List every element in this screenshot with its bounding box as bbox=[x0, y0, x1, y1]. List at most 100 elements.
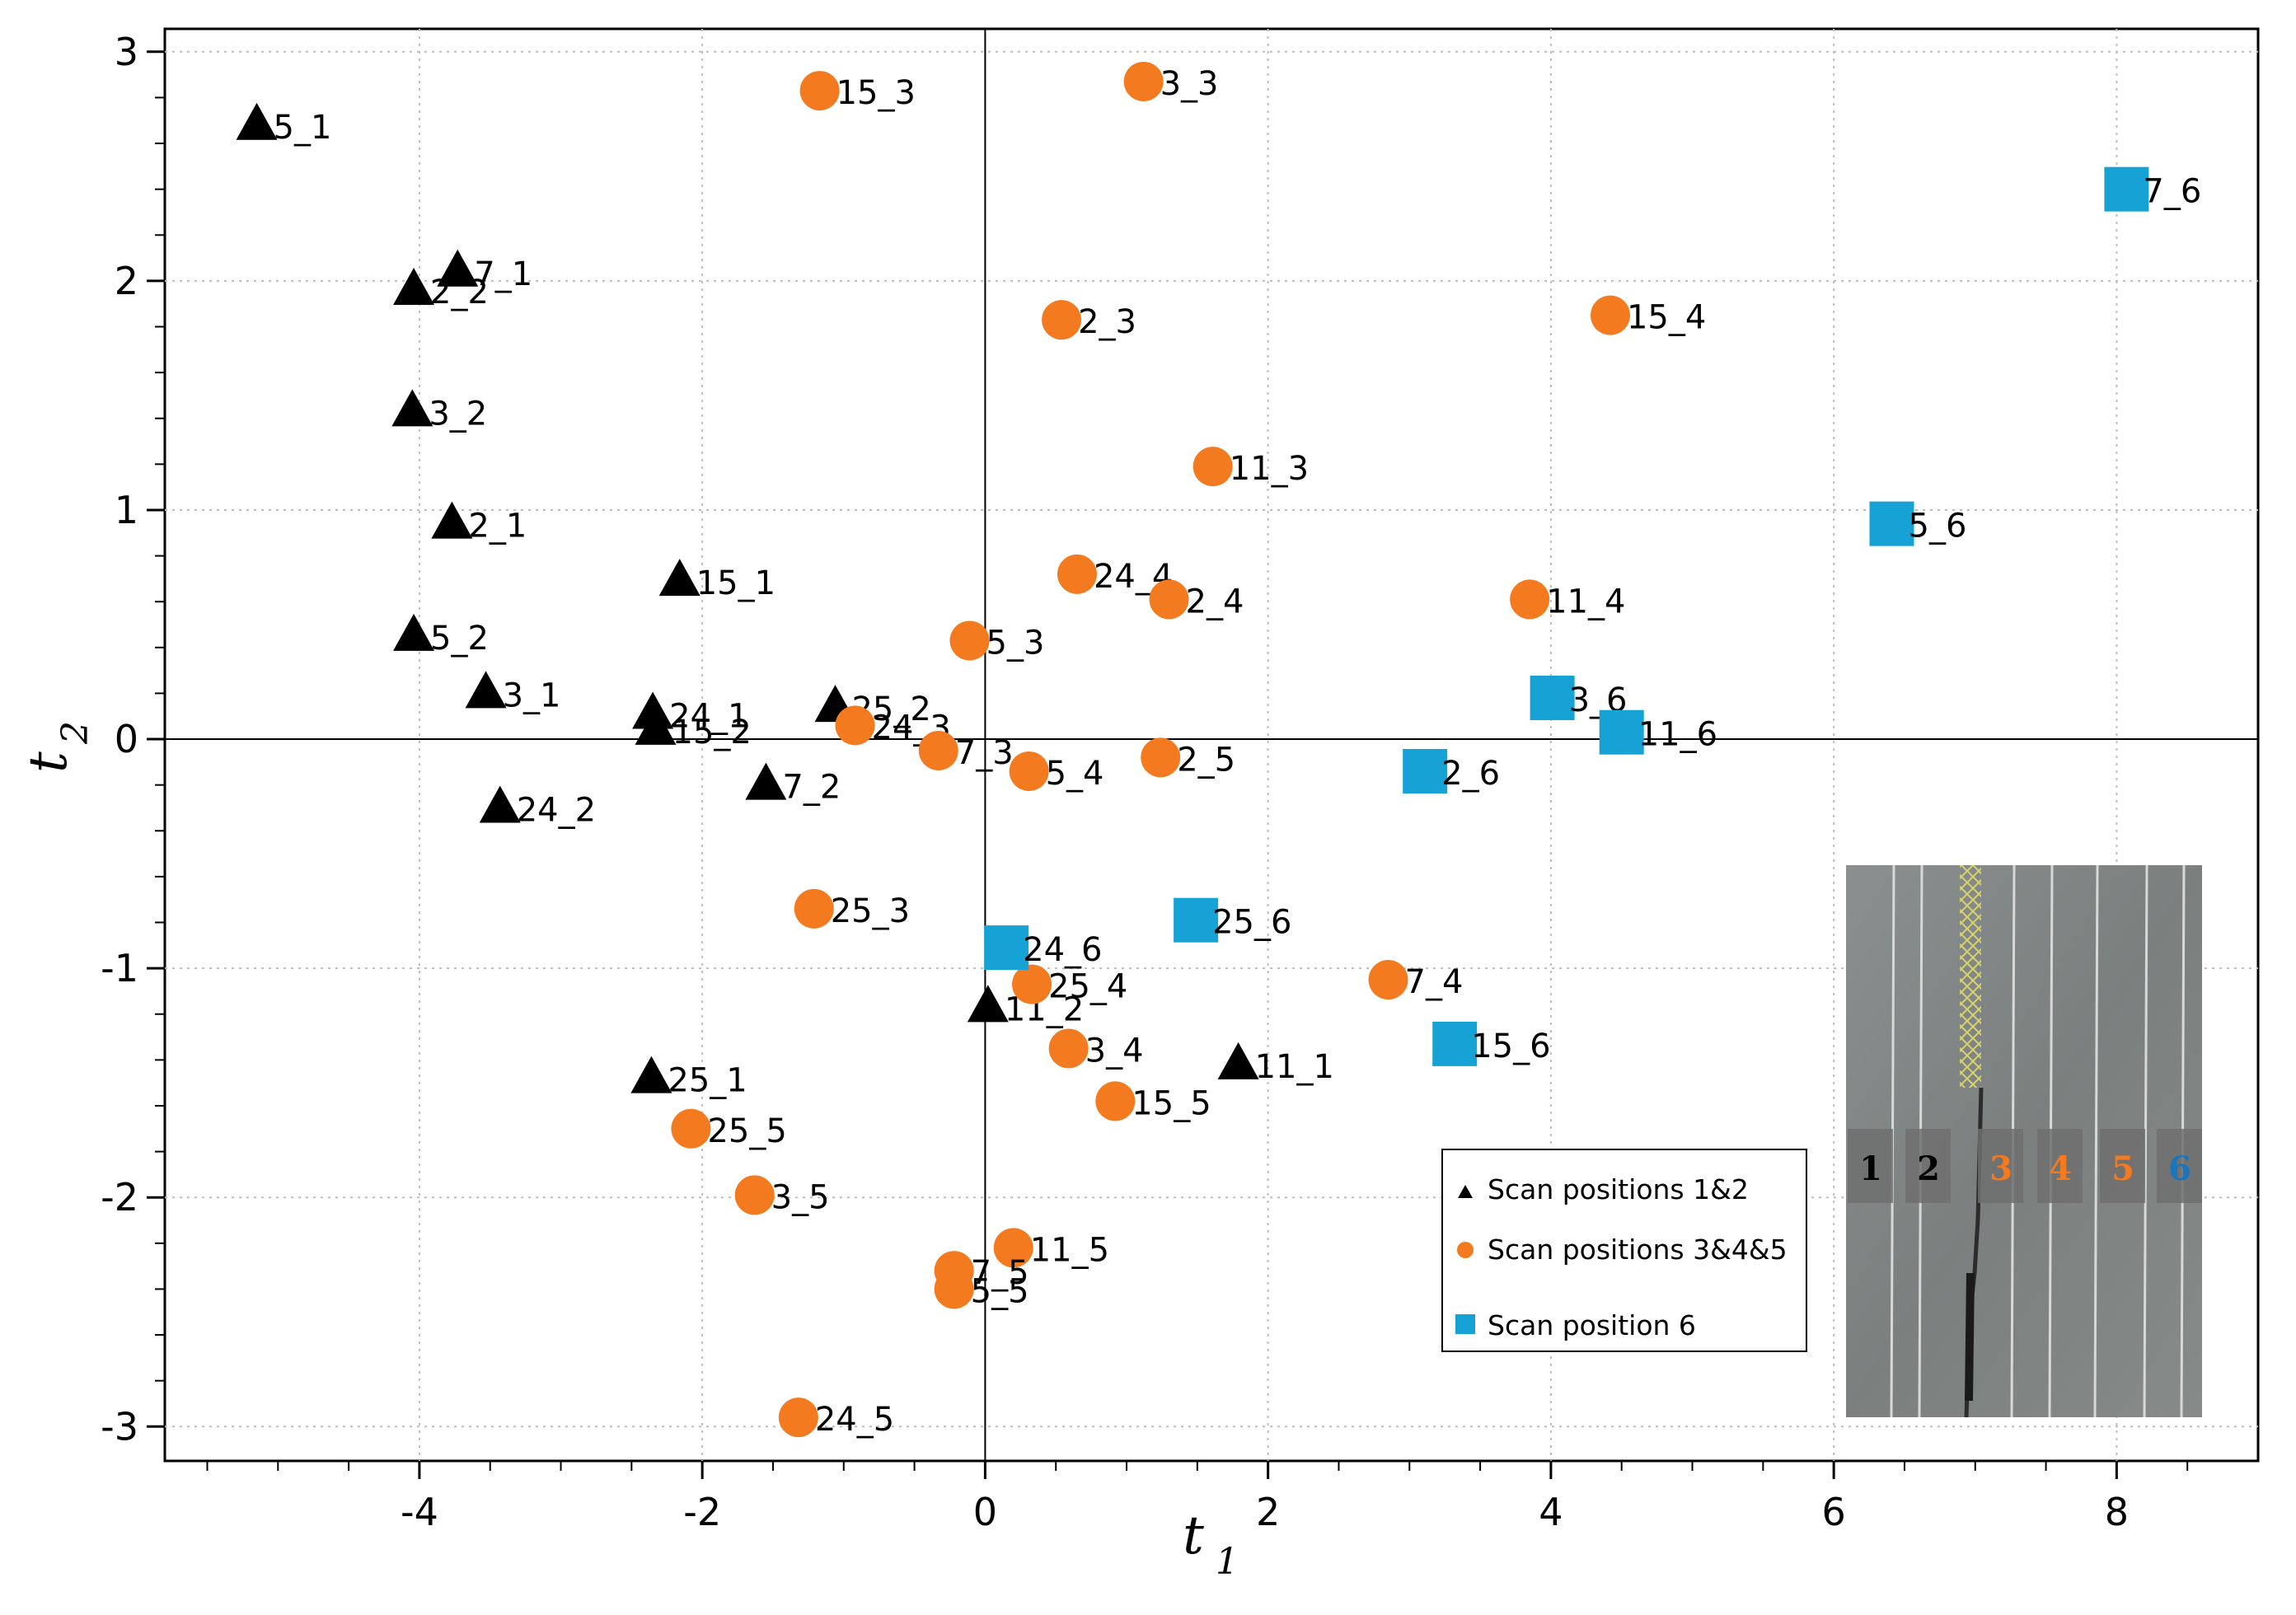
point-label: 3_4 bbox=[1085, 1032, 1144, 1070]
legend-triangle-icon bbox=[1458, 1185, 1473, 1198]
point-7_6 bbox=[2104, 166, 2149, 212]
point-2_6 bbox=[1403, 748, 1448, 793]
point-5_1 bbox=[236, 102, 278, 140]
point-2_4 bbox=[1149, 579, 1189, 620]
origin-lines bbox=[165, 29, 2258, 1461]
point-label: 24_2 bbox=[517, 791, 596, 829]
point-label: 5_1 bbox=[274, 109, 332, 147]
point-25_6 bbox=[1174, 897, 1219, 943]
point-label: 5_6 bbox=[1909, 508, 1967, 545]
point-label: 2_4 bbox=[1186, 583, 1244, 620]
point-label: 2_2 bbox=[430, 274, 489, 311]
point-5_5 bbox=[934, 1269, 974, 1309]
point-label: 25_5 bbox=[707, 1112, 786, 1150]
x-axis-title: t 1 bbox=[1183, 1505, 1239, 1583]
point-label: 7_5 bbox=[971, 1254, 1029, 1292]
photo-number-box bbox=[2157, 1129, 2202, 1203]
y-tick-label: -1 bbox=[101, 946, 138, 990]
point-label: 25_1 bbox=[668, 1062, 747, 1100]
point-label: 2_6 bbox=[1441, 755, 1500, 793]
photo-number-2: 2 bbox=[1917, 1149, 1940, 1188]
point-3_1 bbox=[465, 671, 507, 709]
x-tick-label: -2 bbox=[683, 1490, 721, 1534]
point-label: 3_1 bbox=[503, 676, 561, 714]
point-15_6 bbox=[1432, 1021, 1478, 1066]
x-tick-label: 8 bbox=[2105, 1490, 2129, 1534]
y-tick-label: 3 bbox=[115, 30, 138, 74]
x-axis-label: t bbox=[1183, 1505, 1204, 1566]
series-circle: 15_3 3_32_3 15_411_324_42_4 11_45_324_37_35… bbox=[671, 61, 1706, 1439]
y-tick-label: 1 bbox=[115, 488, 138, 532]
point-label: 7_6 bbox=[2143, 173, 2201, 211]
photo-background bbox=[1846, 865, 2202, 1417]
point-label: 5_5 bbox=[971, 1272, 1029, 1310]
point-25_3 bbox=[794, 888, 834, 929]
photo-number-5: 5 bbox=[2111, 1149, 2134, 1188]
point-label: 24_1 bbox=[669, 697, 748, 735]
point-7_2 bbox=[745, 762, 787, 800]
photo-number-3: 3 bbox=[1989, 1149, 2013, 1188]
x-tick-label: 0 bbox=[973, 1490, 997, 1534]
y-axis-title: t 2 bbox=[18, 721, 96, 773]
photo-number-box bbox=[1848, 1129, 1893, 1203]
point-7_3 bbox=[918, 730, 958, 770]
y-axis-label-subscript: 2 bbox=[54, 721, 96, 745]
point-11_4 bbox=[1510, 579, 1550, 620]
point-11_3 bbox=[1193, 447, 1233, 487]
x-tick-label: -4 bbox=[401, 1490, 438, 1534]
point-3_3 bbox=[1123, 61, 1164, 101]
photo-number-1: 1 bbox=[1859, 1149, 1882, 1188]
point-24_1 bbox=[632, 691, 674, 729]
point-label: 15_3 bbox=[836, 74, 916, 112]
point-24_4 bbox=[1057, 554, 1097, 594]
photo-number-box bbox=[1978, 1129, 2023, 1203]
point-15_5 bbox=[1095, 1081, 1136, 1121]
point-label: 15_2 bbox=[672, 714, 752, 751]
point-label: 5_4 bbox=[1046, 755, 1104, 793]
point-label: 3_5 bbox=[771, 1178, 830, 1216]
x-tick-label: 2 bbox=[1256, 1490, 1280, 1534]
series-triangle: 5_17_12_23_22_115_15_23_124_115_225_27_2… bbox=[236, 102, 1334, 1100]
series-square: 7_65_63_611_62_625_624_615_6 bbox=[984, 166, 2201, 1066]
point-label: 7_2 bbox=[782, 769, 841, 807]
photo-crack-mesh bbox=[1960, 865, 1981, 1088]
point-label: 2_5 bbox=[1177, 741, 1235, 779]
y-tick-label: 0 bbox=[115, 717, 138, 761]
data-points: 5_17_12_23_22_115_15_23_124_115_225_27_2… bbox=[236, 61, 2201, 1439]
point-label: 7_4 bbox=[1405, 963, 1464, 1001]
point-label: 7_1 bbox=[474, 255, 532, 293]
point-15_3 bbox=[799, 71, 840, 111]
photo-number-6: 6 bbox=[2168, 1149, 2191, 1188]
photo-number-4: 4 bbox=[2049, 1149, 2072, 1188]
point-11_6 bbox=[1599, 709, 1644, 755]
point-11_5 bbox=[993, 1228, 1033, 1268]
plot-frame bbox=[163, 27, 2260, 1463]
point-label: 24_6 bbox=[1023, 931, 1102, 969]
point-label: 25_6 bbox=[1212, 904, 1291, 942]
legend-box bbox=[1441, 1149, 1807, 1352]
point-11_1 bbox=[1217, 1042, 1259, 1079]
point-2_1 bbox=[431, 501, 473, 539]
point-3_4 bbox=[1048, 1028, 1089, 1069]
point-7_1 bbox=[437, 249, 479, 287]
y-tick-label: -2 bbox=[101, 1175, 138, 1219]
legend-entry-2: Scan positions 3&4&5 bbox=[1488, 1233, 1788, 1266]
point-label: 5_2 bbox=[430, 620, 489, 658]
point-label: 15_4 bbox=[1627, 299, 1706, 337]
point-25_4 bbox=[1012, 964, 1052, 1004]
point-15_1 bbox=[658, 559, 701, 597]
legend-square-icon bbox=[1455, 1314, 1475, 1334]
point-7_4 bbox=[1368, 960, 1408, 1000]
point-label: 11_6 bbox=[1638, 716, 1717, 754]
legend-entry-3: Scan position 6 bbox=[1488, 1309, 1696, 1341]
x-axis-label-subscript: 1 bbox=[1216, 1541, 1239, 1583]
point-label: 2_1 bbox=[468, 508, 527, 545]
point-label: 25_4 bbox=[1048, 968, 1127, 1006]
point-label: 7_3 bbox=[955, 734, 1014, 772]
point-2_5 bbox=[1141, 737, 1181, 778]
point-5_2 bbox=[393, 613, 435, 651]
point-label: 15_6 bbox=[1471, 1028, 1550, 1065]
photo-line bbox=[2143, 864, 2148, 1418]
point-5_4 bbox=[1009, 751, 1049, 791]
